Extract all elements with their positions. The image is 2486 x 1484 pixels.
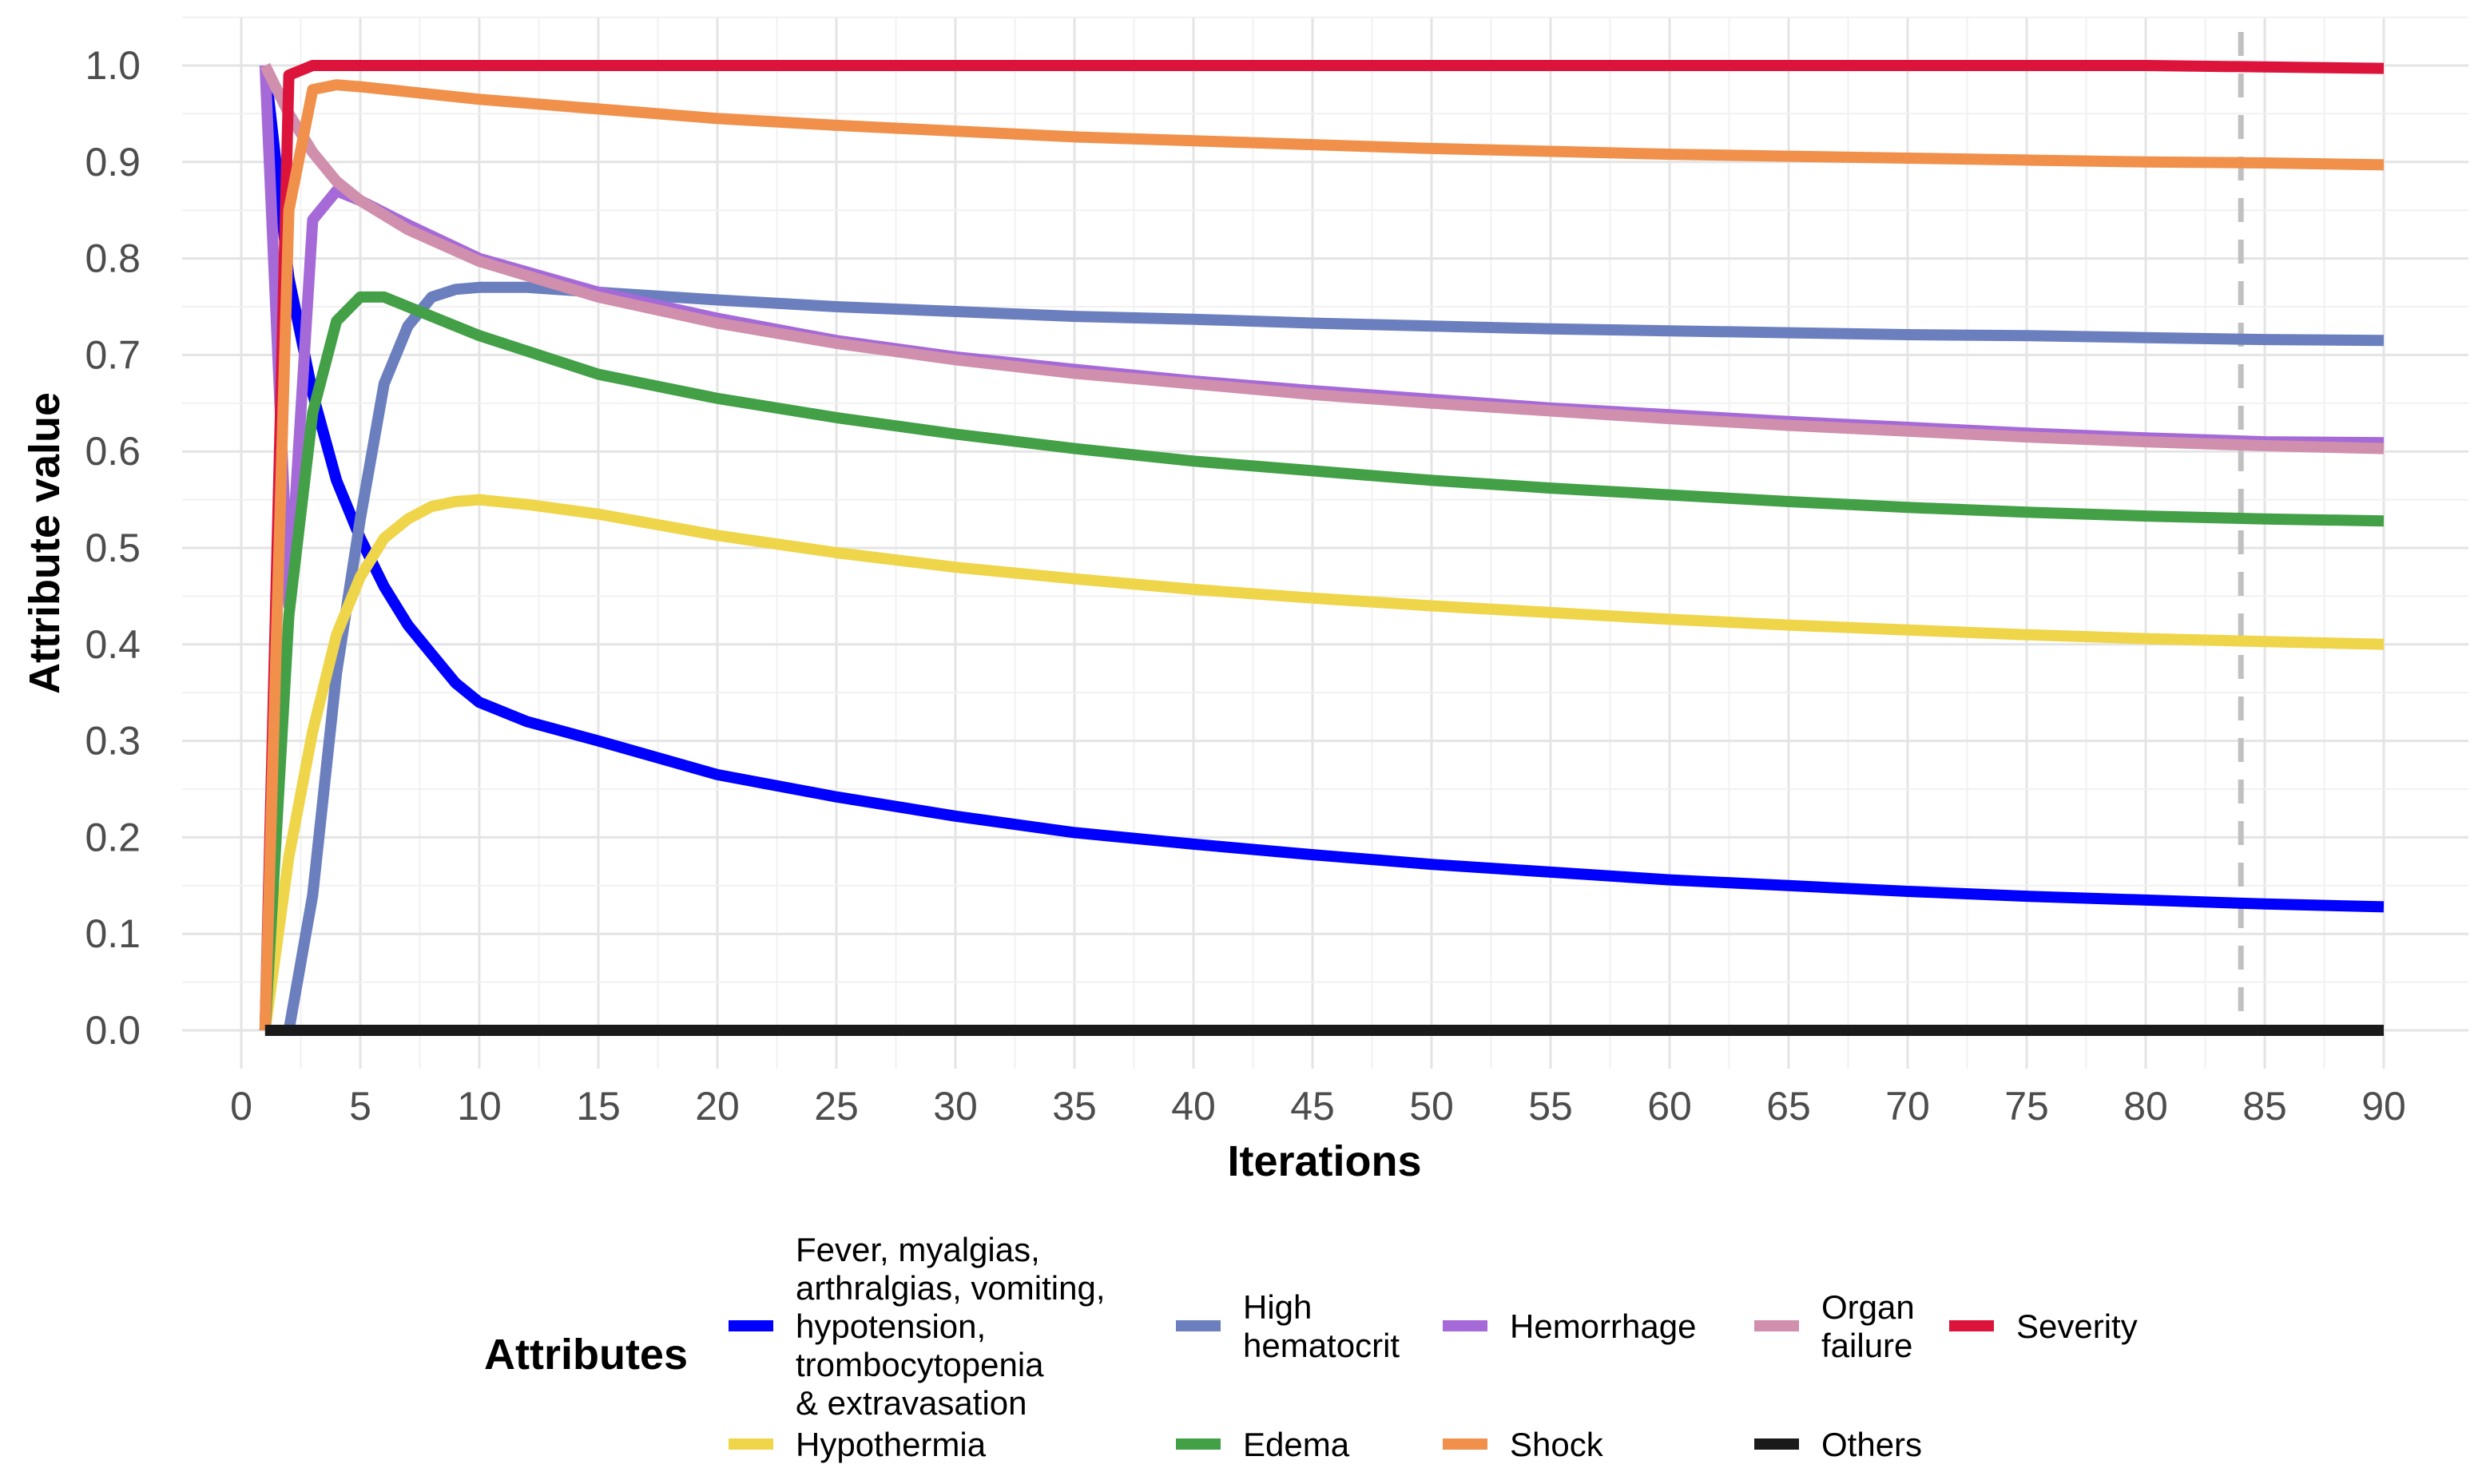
series-line-1 [283, 281, 2385, 1032]
x-tick-label: 85 [2242, 1084, 2287, 1129]
x-axis-title: Iterations [1227, 1137, 1421, 1185]
x-tick-label: 55 [1528, 1084, 1573, 1129]
legend-label-2: Hemorrhage [1510, 1307, 1696, 1345]
legend-label-8: Others [1821, 1426, 1922, 1463]
series-line-0 [259, 65, 2385, 913]
series-layer [259, 60, 2385, 1036]
y-tick-label: 0.4 [85, 622, 141, 667]
x-tick-label: 90 [2361, 1084, 2406, 1129]
y-axis-ticks: 0.0 0.1 0.2 0.3 0.4 0.5 0.6 0.7 0.8 0.9 1.0 [85, 43, 141, 1053]
x-tick-label: 60 [1647, 1084, 1692, 1129]
y-tick-label: 0.2 [85, 815, 141, 859]
y-tick-label: 0.8 [85, 236, 141, 281]
series-line-3 [260, 62, 2385, 454]
legend-label-1: High hematocrit [1243, 1288, 1400, 1364]
x-axis-ticks: 0 5 10 15 20 25 30 35 40 45 50 55 60 65 70 75 80 85 90 [230, 1084, 2406, 1129]
legend-label-7: Shock [1510, 1426, 1604, 1463]
y-tick-label: 0.9 [85, 140, 141, 185]
y-tick-label: 0.0 [85, 1008, 141, 1053]
y-axis-title: Attribute value [21, 392, 69, 694]
y-tick-label: 0.5 [85, 526, 141, 570]
x-tick-label: 15 [576, 1084, 621, 1129]
grid [182, 16, 2468, 1069]
legend: Attributes Fever, myalgias, arthralgias, … [484, 1231, 2138, 1463]
x-tick-label: 25 [814, 1084, 859, 1129]
x-tick-label: 70 [1885, 1084, 1930, 1129]
series-line-6 [259, 291, 2385, 1031]
y-tick-label: 0.1 [85, 911, 141, 956]
series-line-7 [259, 79, 2385, 1031]
x-tick-label: 40 [1171, 1084, 1216, 1129]
x-tick-label: 5 [349, 1084, 371, 1129]
series-line-4 [259, 60, 2385, 1031]
y-tick-label: 1.0 [85, 43, 141, 88]
x-tick-label: 0 [230, 1084, 252, 1129]
x-tick-label: 80 [2123, 1084, 2168, 1129]
x-tick-label: 20 [695, 1084, 740, 1129]
legend-title: Attributes [484, 1331, 688, 1379]
y-tick-label: 0.7 [85, 332, 141, 377]
y-tick-label: 0.6 [85, 429, 141, 474]
x-tick-label: 50 [1409, 1084, 1454, 1129]
x-tick-label: 35 [1052, 1084, 1097, 1129]
legend-label-3: Organ failure [1821, 1288, 1915, 1364]
x-tick-label: 75 [2004, 1084, 2049, 1129]
x-tick-label: 10 [457, 1084, 502, 1129]
x-tick-label: 30 [933, 1084, 978, 1129]
x-tick-label: 45 [1290, 1084, 1335, 1129]
legend-label-4: Severity [2016, 1307, 2138, 1345]
y-tick-label: 0.3 [85, 719, 141, 764]
x-tick-label: 65 [1766, 1084, 1811, 1129]
legend-label-5: Hypothermia [796, 1426, 987, 1463]
series-line-5 [259, 494, 2385, 1031]
legend-label-0: Fever, myalgias, arthralgias, vomiting, hy… [796, 1231, 1106, 1422]
legend-label-6: Edema [1243, 1426, 1350, 1463]
